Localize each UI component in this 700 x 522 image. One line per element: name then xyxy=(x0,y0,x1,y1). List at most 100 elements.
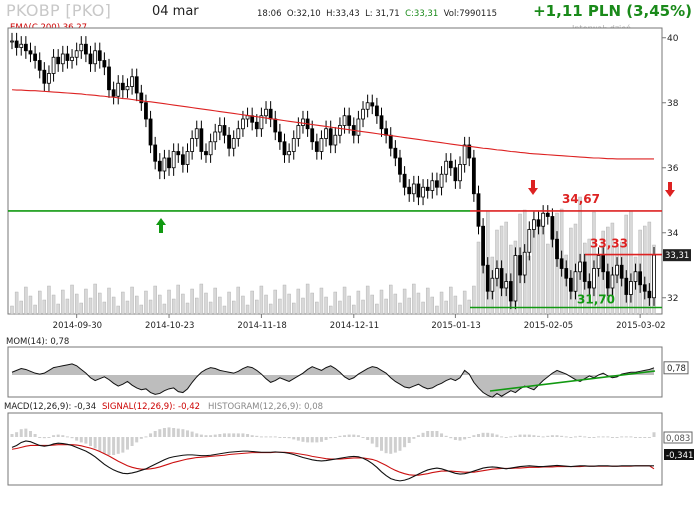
volume-bar xyxy=(218,296,222,315)
histogram-bar xyxy=(430,431,434,437)
volume-bar xyxy=(425,287,430,315)
candle xyxy=(236,128,241,139)
histogram-bar xyxy=(472,435,476,437)
candle xyxy=(194,128,199,139)
x-tick-label: 2015-01-13 xyxy=(431,321,480,331)
candle xyxy=(578,261,583,273)
candle xyxy=(314,141,319,152)
volume-bar xyxy=(370,294,374,315)
histogram-bar xyxy=(398,437,402,451)
histogram-bar xyxy=(490,433,494,437)
histogram-bar xyxy=(176,428,180,437)
volume-bar xyxy=(28,295,33,315)
histogram-bar xyxy=(366,437,370,440)
candle xyxy=(624,277,629,295)
volume-bar xyxy=(111,296,116,315)
candle xyxy=(291,138,296,152)
candle xyxy=(190,138,195,152)
histogram-bar xyxy=(186,430,190,437)
histogram-bar xyxy=(204,435,208,437)
histogram-bar xyxy=(135,437,139,443)
candle xyxy=(259,115,264,130)
histogram-bar xyxy=(61,435,65,437)
candle xyxy=(430,180,435,191)
histogram-bar xyxy=(65,436,69,438)
volume-bar xyxy=(352,304,356,315)
volume-bar xyxy=(389,284,393,315)
candle xyxy=(379,115,384,130)
histogram-bar xyxy=(587,437,591,438)
histogram-bar xyxy=(435,431,439,437)
candle xyxy=(56,56,61,65)
volume-bar xyxy=(130,286,134,315)
volume-bar xyxy=(458,304,462,315)
histogram-bar xyxy=(259,436,263,438)
candle xyxy=(217,125,222,133)
histogram-bar xyxy=(19,429,23,437)
histogram-bar xyxy=(315,437,319,443)
candle xyxy=(458,164,462,182)
volume-bar xyxy=(398,302,402,315)
volume-bar xyxy=(379,289,384,315)
volume-value: Vol:7990115 xyxy=(443,9,498,19)
histogram-bar xyxy=(153,431,157,437)
histogram-bar xyxy=(416,435,420,437)
histogram-bar xyxy=(638,437,642,438)
down-arrow-icon xyxy=(528,180,538,195)
y-tick-label: 38 xyxy=(667,99,679,109)
candle xyxy=(411,183,416,195)
candle xyxy=(638,271,643,286)
volume-bar xyxy=(88,297,93,315)
candle xyxy=(296,125,301,139)
volume-bar xyxy=(292,302,296,315)
volume-bar xyxy=(190,288,194,315)
candle xyxy=(573,271,578,292)
volume-bar xyxy=(393,293,398,315)
volume-bar xyxy=(102,301,107,315)
histogram-bar xyxy=(513,435,517,437)
volume-bar xyxy=(305,283,310,315)
candle xyxy=(268,108,273,120)
histogram-bar xyxy=(500,436,504,438)
candle xyxy=(97,50,102,61)
candle xyxy=(171,151,176,169)
open-value: O:32,10 xyxy=(286,9,321,19)
histogram-bar xyxy=(79,437,83,443)
volume-bar xyxy=(185,302,190,315)
volume-bar xyxy=(79,302,83,315)
histogram-bar xyxy=(610,437,614,438)
volume-bar xyxy=(532,228,536,315)
histogram-bar xyxy=(546,435,550,437)
histogram-bar xyxy=(643,437,647,438)
histogram-bar xyxy=(149,433,153,437)
histogram-bar xyxy=(162,428,166,437)
histogram-bar xyxy=(144,436,148,438)
volume-bar xyxy=(643,225,647,315)
histogram-bar xyxy=(463,437,467,440)
histogram-bar xyxy=(89,437,93,446)
candle xyxy=(162,157,167,172)
histogram-bar xyxy=(181,429,185,437)
histogram-bar xyxy=(523,434,527,437)
volume-bar xyxy=(204,292,208,315)
volume-bar xyxy=(250,290,254,315)
price-change: +1,11 PLN (3,45%) xyxy=(533,2,692,20)
histogram-bar xyxy=(481,432,485,437)
candle xyxy=(74,50,79,58)
candle xyxy=(231,138,236,149)
candle xyxy=(425,186,430,191)
candle xyxy=(416,183,421,198)
volume-bar xyxy=(421,301,425,315)
volume-bar xyxy=(84,288,88,315)
histogram-bar xyxy=(199,434,203,437)
candle xyxy=(60,53,65,65)
histogram-bar xyxy=(250,435,254,437)
volume-bar xyxy=(14,291,19,315)
histogram-bar xyxy=(356,435,360,437)
mom-title: MOM(14): 0,78 xyxy=(6,337,69,347)
histogram-bar xyxy=(384,437,388,454)
volume-bar xyxy=(153,285,157,315)
x-tick-label: 2015-03-02 xyxy=(616,321,665,331)
candle xyxy=(476,193,481,227)
